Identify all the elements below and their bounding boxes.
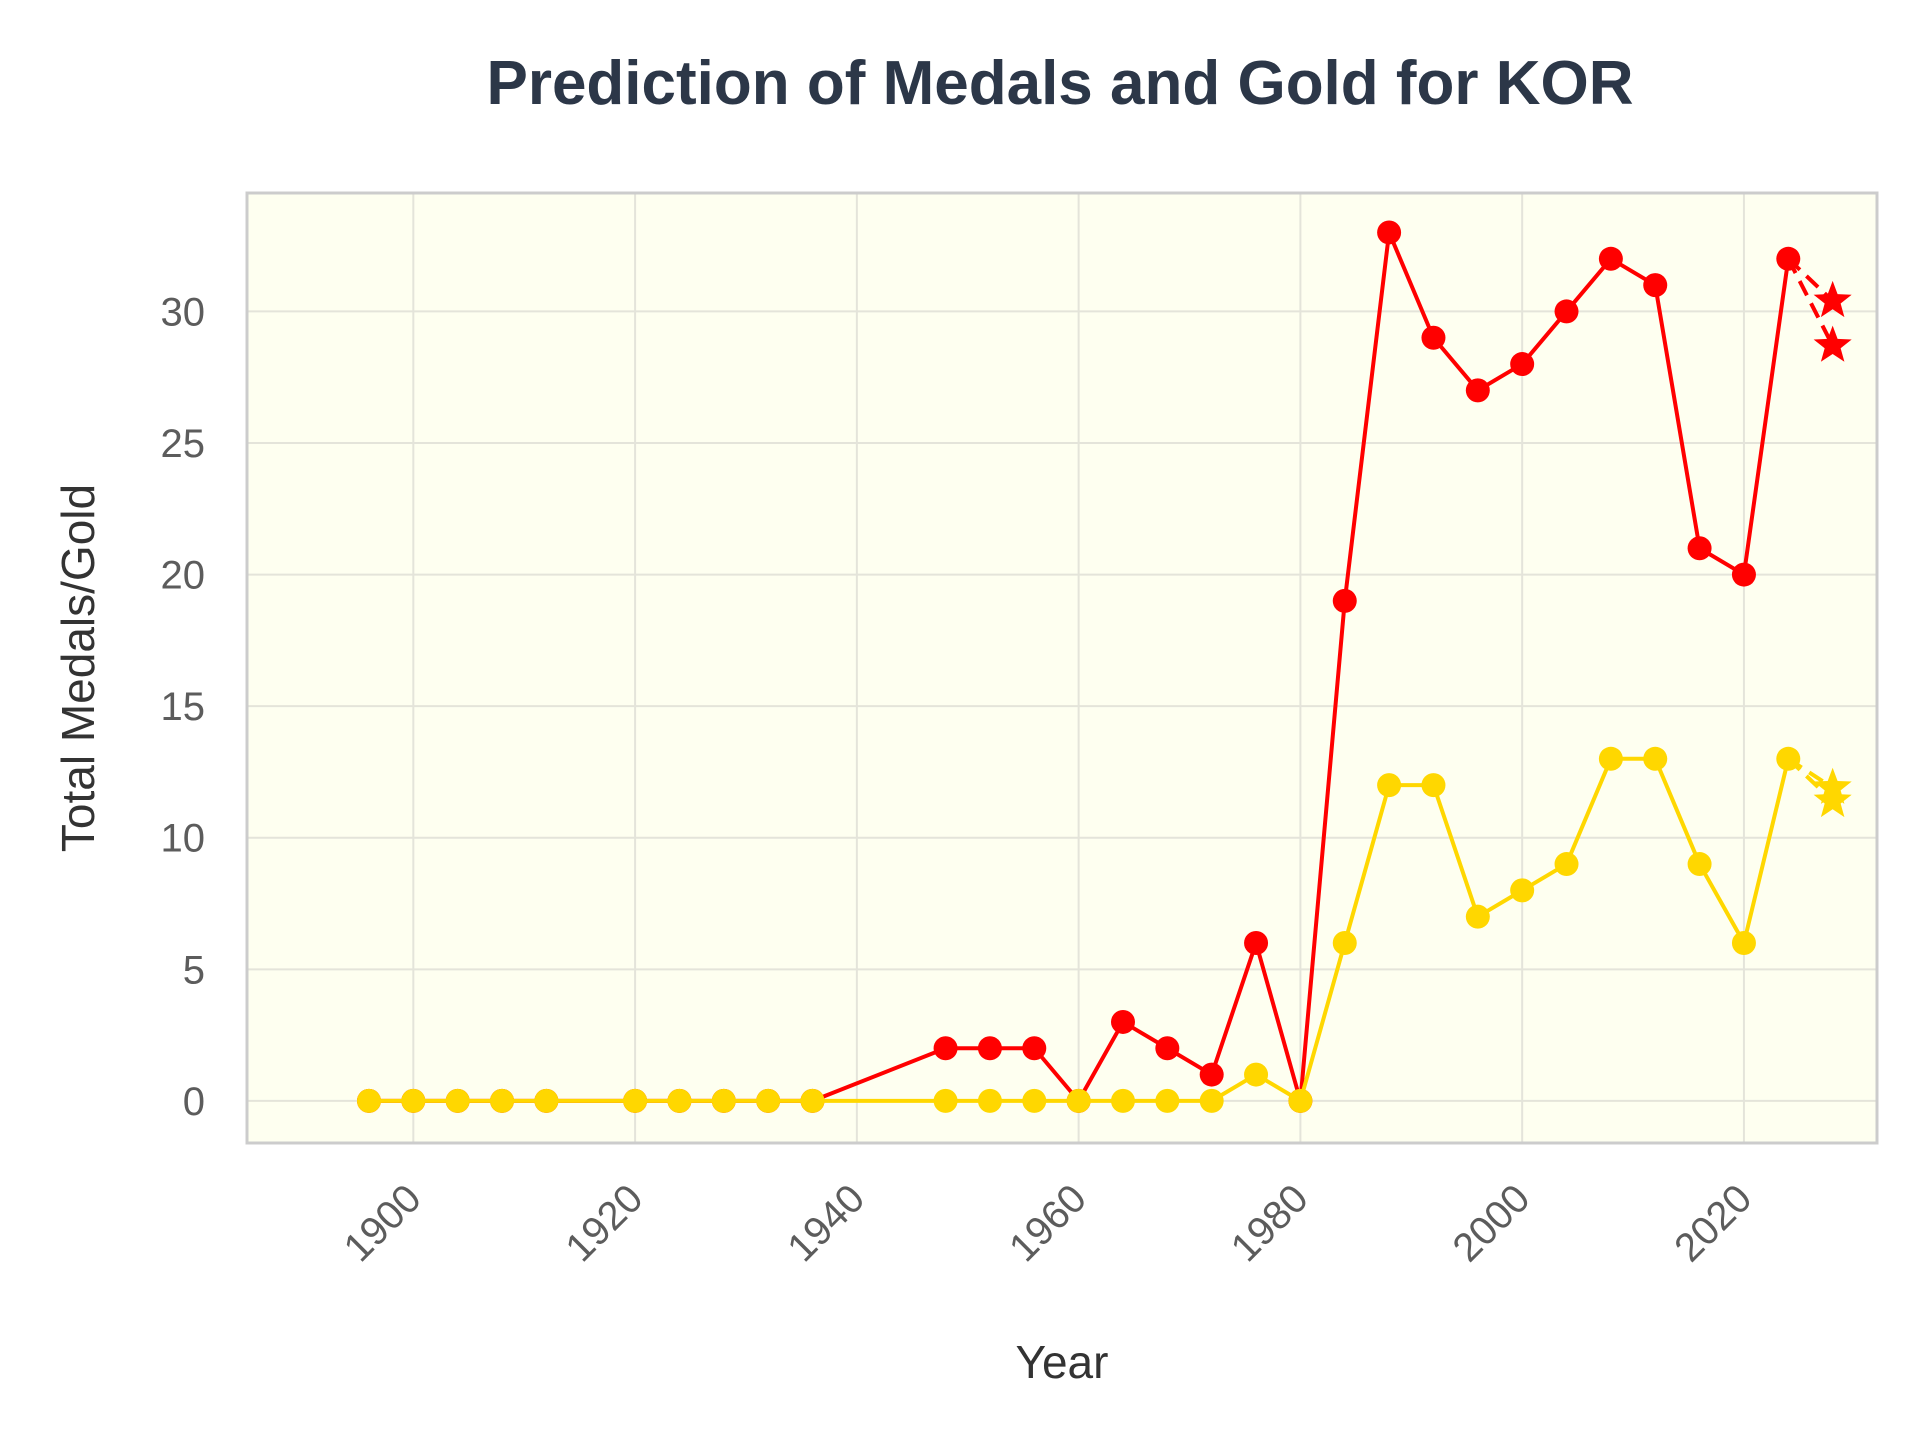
data-point (1332, 931, 1357, 955)
data-point (1377, 220, 1402, 245)
data-point (356, 1088, 381, 1113)
data-point (534, 1088, 559, 1113)
chart-title: Prediction of Medals and Gold for KOR (486, 49, 1633, 118)
data-point (1199, 1088, 1224, 1113)
data-point (1377, 773, 1402, 798)
data-point (667, 1088, 692, 1113)
data-point (1332, 588, 1357, 613)
data-point (1687, 852, 1712, 877)
data-point (1066, 1088, 1091, 1113)
data-point (1244, 931, 1269, 955)
data-point (1465, 378, 1490, 403)
plot-frame (245, 191, 1879, 1145)
data-point (756, 1088, 781, 1113)
data-point (1643, 273, 1668, 298)
prediction-star-marker (1813, 325, 1852, 362)
data-point (1643, 746, 1668, 771)
data-point (1155, 1088, 1180, 1113)
prediction-star-marker (1813, 780, 1852, 818)
data-series (356, 220, 1852, 1113)
x-tick-label: 1900 (336, 1176, 430, 1270)
series-group (356, 746, 1852, 1113)
gridlines (247, 193, 1877, 1143)
data-point (1776, 746, 1801, 771)
x-tick-label: 1940 (779, 1176, 873, 1270)
y-tick-label: 10 (161, 817, 206, 861)
data-point (1155, 1036, 1180, 1061)
x-tick-label: 1920 (557, 1176, 651, 1270)
data-point (1510, 878, 1535, 903)
data-point (1022, 1036, 1047, 1061)
data-point (1731, 931, 1756, 955)
data-point (1465, 904, 1490, 929)
x-tick-label: 2000 (1444, 1176, 1538, 1270)
y-tick-label: 15 (161, 685, 206, 729)
data-point (1687, 536, 1712, 561)
plot-area (247, 193, 1877, 1143)
data-point (1598, 246, 1623, 271)
y-tick-label: 25 (161, 422, 206, 466)
data-point (1199, 1062, 1224, 1087)
data-point (623, 1088, 648, 1113)
y-axis-label: Total Medals/Gold (52, 484, 104, 852)
data-point (401, 1088, 426, 1113)
data-point (711, 1088, 736, 1113)
data-point (1554, 299, 1579, 324)
series-line (368, 756, 1791, 1103)
data-point (1110, 1088, 1135, 1113)
data-point (1110, 1009, 1135, 1034)
y-tick-label: 0 (183, 1080, 205, 1124)
data-point (933, 1088, 958, 1113)
data-point (1421, 325, 1446, 350)
data-point (1421, 773, 1446, 798)
data-point (1598, 746, 1623, 771)
data-point (1776, 246, 1801, 271)
data-point (1022, 1088, 1047, 1113)
data-point (1510, 352, 1535, 377)
prediction-dashed-line (1786, 257, 1835, 347)
y-tick-label: 30 (161, 290, 206, 334)
data-point (977, 1036, 1002, 1061)
x-axis-label: Year (1016, 1336, 1109, 1388)
x-tick-label: 1980 (1223, 1176, 1317, 1270)
data-point (1244, 1062, 1269, 1087)
y-tick-label: 20 (161, 554, 206, 598)
data-point (490, 1088, 515, 1113)
x-tick-label: 2020 (1666, 1176, 1760, 1270)
data-point (445, 1088, 470, 1113)
data-point (1554, 852, 1579, 877)
prediction-star-marker (1813, 280, 1852, 318)
data-point (933, 1036, 958, 1061)
y-tick-label: 5 (183, 948, 205, 992)
data-point (977, 1088, 1002, 1113)
data-point (800, 1088, 825, 1113)
data-point (1731, 562, 1756, 587)
data-point (1288, 1088, 1313, 1113)
x-tick-label: 1960 (1001, 1176, 1095, 1270)
